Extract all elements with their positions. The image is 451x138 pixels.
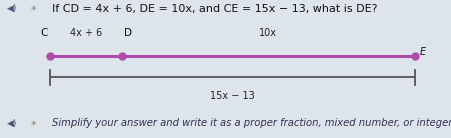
- Text: ☀: ☀: [29, 119, 37, 128]
- Text: E: E: [419, 47, 426, 57]
- Text: 15x − 13: 15x − 13: [210, 91, 255, 101]
- Text: Simplify your answer and write it as a proper fraction, mixed number, or integer: Simplify your answer and write it as a p…: [52, 118, 451, 128]
- Text: 10x: 10x: [259, 28, 277, 38]
- Text: If CD = 4x + 6, DE = 10x, and CE = 15x − 13, what is DE?: If CD = 4x + 6, DE = 10x, and CE = 15x −…: [52, 4, 377, 14]
- Text: ☀: ☀: [29, 4, 37, 13]
- Text: ◀): ◀): [7, 119, 17, 128]
- Text: ◀): ◀): [7, 4, 17, 13]
- Text: D: D: [124, 28, 132, 38]
- Text: C: C: [40, 28, 47, 38]
- Text: 4x + 6: 4x + 6: [69, 28, 102, 38]
